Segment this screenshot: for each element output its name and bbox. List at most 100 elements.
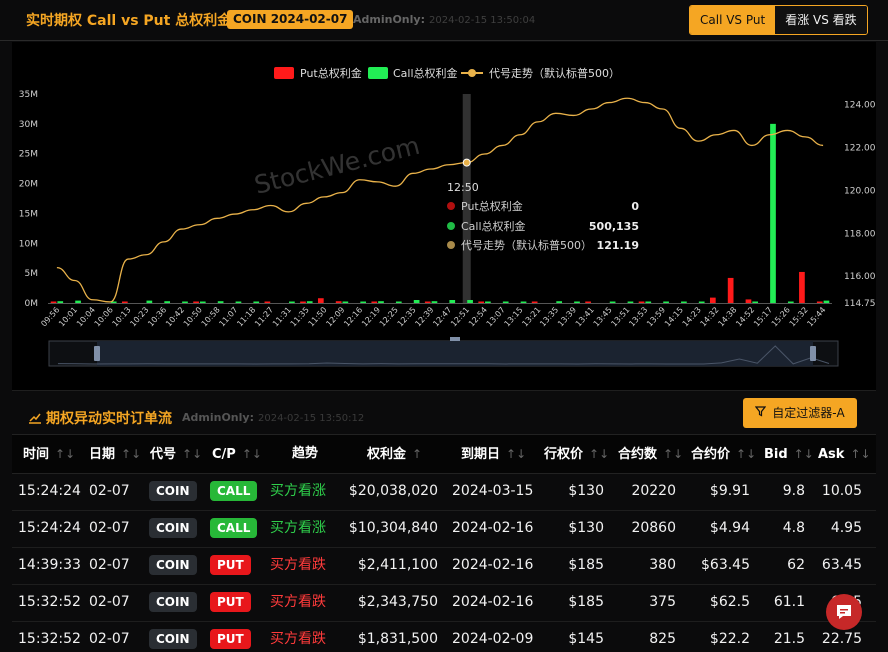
ticker-tag: COIN (149, 518, 197, 538)
expiry-value: 2024-02-16 (452, 557, 534, 573)
sort-icon[interactable]: ↑↓ (589, 447, 610, 461)
strike-value: $130 (568, 483, 604, 499)
strike-value: $145 (568, 631, 604, 647)
cell-strike: $130 (542, 510, 604, 547)
cell-contracts: 825 (610, 621, 676, 652)
call-bar (395, 301, 402, 303)
cell-code: COIN (149, 584, 209, 621)
cell-date: 02-07 (89, 473, 149, 510)
cell-expiry: 2024-02-16 (452, 584, 542, 621)
time-value: 15:24:24 (18, 483, 81, 499)
table-row[interactable]: 15:32:52 02-07 COIN PUT 买方看跌 $1,831,500 2024-0… (12, 621, 876, 652)
call-bar (57, 301, 64, 303)
call-bar (556, 301, 563, 303)
zoom-drag-grip[interactable] (450, 337, 460, 341)
ticker-tag: COIN (149, 481, 197, 501)
tab-bull-vs-bear[interactable]: 看涨 VS 看跌 (775, 6, 867, 34)
col-bid[interactable]: Bid ↑↓ (764, 447, 814, 462)
tab-call-vs-put[interactable]: Call VS Put (690, 6, 776, 34)
order-flow-title: 期权异动实时订单流 (28, 408, 172, 428)
cell-price: $9.91 (682, 473, 750, 510)
call-bar (627, 301, 634, 303)
x-axis-tick: 13:53 (627, 305, 649, 328)
sort-icon[interactable]: ↑↓ (55, 447, 76, 461)
x-axis-tick: 11:31 (271, 305, 293, 328)
call-bar (431, 301, 438, 303)
legend-put-swatch[interactable] (274, 67, 294, 79)
call-bar (146, 300, 153, 303)
col-cp[interactable]: C/P ↑↓ (212, 447, 262, 462)
sort-icon[interactable]: ↑↓ (850, 447, 871, 461)
sort-icon[interactable]: ↑↓ (793, 447, 814, 461)
tooltip-line-label: 代号走势（默认标普500） (461, 238, 592, 252)
cell-code: COIN (149, 547, 209, 584)
x-axis-tick: 13:35 (538, 305, 560, 328)
col-code[interactable]: 代号 ↑↓ (150, 447, 203, 462)
call-bar (253, 301, 260, 303)
legend-call-swatch[interactable] (368, 67, 388, 79)
cell-code: COIN (149, 473, 209, 510)
legend-line-label[interactable]: 代号走势（默认标普500） (489, 66, 620, 80)
legend-call-label[interactable]: Call总权利金 (393, 66, 458, 80)
left-axis-tick: 20M (19, 180, 38, 190)
table-row[interactable]: 15:32:52 02-07 COIN PUT 买方看跌 $2,343,750 2024-0… (12, 584, 876, 622)
left-axis-tick: 30M (19, 120, 38, 130)
call-bar (110, 301, 117, 303)
x-axis-tick: 12:16 (342, 305, 364, 328)
sort-icon[interactable]: ↑↓ (736, 447, 757, 461)
time-value: 15:32:52 (18, 631, 81, 647)
call-bar (235, 301, 242, 303)
sort-icon[interactable]: ↑↓ (506, 447, 527, 461)
custom-filter-button[interactable]: 自定过滤器-A (743, 398, 857, 428)
sort-icon[interactable]: ↑↓ (182, 447, 203, 461)
ticker-tag: COIN (149, 592, 197, 612)
sort-icon[interactable]: ↑↓ (121, 447, 142, 461)
sort-icon[interactable]: ↑↓ (241, 447, 262, 461)
call-bar (449, 300, 456, 303)
table-row[interactable]: 15:24:24 02-07 COIN CALL 买方看涨 $20,038,020 2024… (12, 473, 876, 511)
col-expiry[interactable]: 到期日 ↑↓ (461, 447, 527, 462)
time-value: 14:39:33 (18, 557, 81, 573)
premium-chart[interactable]: Put总权利金 Call总权利金 代号走势（默认标普500） StockWe.c… (12, 42, 876, 390)
zoom-slider[interactable] (48, 337, 839, 367)
zoom-handle-left[interactable] (94, 346, 100, 361)
sort-icon[interactable]: ↑ (412, 447, 423, 461)
chart-legend: Put总权利金 Call总权利金 代号走势（默认标普500） (274, 66, 620, 80)
tooltip-line-dot (447, 241, 455, 249)
zoom-handle-right[interactable] (810, 346, 816, 361)
col-date[interactable]: 日期 ↑↓ (89, 447, 142, 462)
table-row[interactable]: 14:39:33 02-07 COIN PUT 买方看跌 $2,411,100 2024-0… (12, 547, 876, 585)
cell-expiry: 2024-02-16 (452, 547, 542, 584)
call-bar (217, 301, 224, 303)
zoom-window[interactable] (97, 341, 813, 366)
put-bars (50, 271, 823, 303)
cell-expiry: 2024-03-15 (452, 473, 542, 510)
table-row[interactable]: 15:24:24 02-07 COIN CALL 买方看涨 $10,304,840 2024… (12, 510, 876, 548)
sort-icon[interactable]: ↑↓ (663, 447, 684, 461)
view-toggle: Call VS Put 看涨 VS 看跌 (689, 5, 868, 35)
cell-premium: $2,343,750 (342, 584, 438, 621)
x-axis-tick: 13:15 (503, 305, 525, 328)
put-bar (50, 301, 57, 303)
call-bar (520, 301, 527, 303)
col-price[interactable]: 合约价 ↑↓ (691, 447, 757, 462)
call-bar (698, 301, 705, 303)
price-line-highlight-point (462, 158, 471, 167)
date-value: 02-07 (89, 631, 130, 647)
col-premium[interactable]: 权利金 ↑ (367, 447, 423, 462)
col-strike[interactable]: 行权价 ↑↓ (544, 447, 610, 462)
chat-button[interactable] (826, 594, 862, 630)
legend-line-marker (468, 69, 476, 77)
legend-put-label[interactable]: Put总权利金 (300, 66, 362, 80)
col-time[interactable]: 时间 ↑↓ (23, 447, 76, 462)
page-title: 实时期权 Call vs Put 总权利金 (26, 13, 232, 29)
col-ask[interactable]: Ask ↑↓ (818, 447, 871, 462)
cell-bid: 62 (754, 547, 805, 584)
ticker-tag: COIN (149, 555, 197, 575)
cell-date: 02-07 (89, 510, 149, 547)
col-contracts[interactable]: 合约数 ↑↓ (618, 447, 684, 462)
cell-trend: 买方看涨 (270, 473, 350, 510)
put-bar (264, 301, 271, 303)
put-bar (371, 301, 378, 303)
bid-value: 21.5 (773, 631, 805, 647)
